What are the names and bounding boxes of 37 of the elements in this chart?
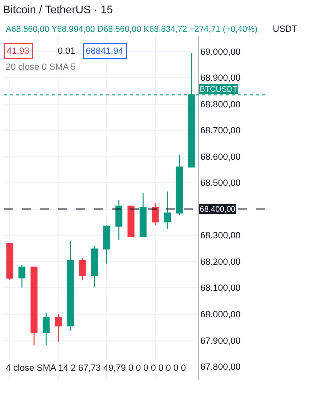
y-tick-label: 69.000,00 bbox=[200, 46, 241, 57]
candlestick bbox=[18, 264, 26, 288]
candlestick bbox=[67, 240, 74, 332]
annotation: 20 close 0 SMA 5 bbox=[6, 62, 76, 72]
candlestick bbox=[42, 312, 50, 346]
y-tick-label: 68.700,00 bbox=[200, 126, 241, 136]
candlestick bbox=[55, 313, 62, 343]
y-tick-label: 68.900,00 bbox=[200, 73, 241, 84]
y-tick-label: 68.100,00 bbox=[200, 283, 241, 294]
y-tick-label: 68.000,00 bbox=[200, 310, 241, 320]
candlestick bbox=[140, 192, 147, 238]
y-axis-title: USDT bbox=[273, 24, 298, 34]
candlestick bbox=[30, 266, 38, 346]
y-tick-label: 67.900,00 bbox=[200, 336, 241, 346]
candlestick bbox=[91, 246, 98, 288]
chart-subtitle: A68.560,00 Y68.994,00 D68.560,00 K68.834,72 +274,71 (+0,40%) bbox=[6, 24, 258, 34]
candlestick bbox=[6, 242, 14, 281]
annotation: 4 close SMA 14 2 67,73 49,79 0 0 0 0 0 0 0 0 bbox=[6, 363, 186, 373]
y-tick-label: 67.800,00 bbox=[200, 362, 241, 372]
annotation: 68841.94 bbox=[86, 46, 124, 56]
ref-line-label: BTCUSDT bbox=[200, 85, 238, 94]
y-tick-label: 68.300,00 bbox=[200, 230, 241, 241]
candlestick bbox=[128, 205, 135, 238]
y-tick-label: 68.800,00 bbox=[200, 99, 241, 110]
annotation: 0.01 bbox=[58, 46, 76, 56]
candlestick bbox=[164, 191, 172, 230]
annotation: 41.93 bbox=[7, 46, 30, 56]
candlestick bbox=[152, 202, 159, 226]
y-tick-label: 68.600,00 bbox=[200, 152, 241, 162]
candlestick bbox=[79, 258, 86, 281]
candlestick bbox=[104, 225, 110, 264]
candlestick bbox=[116, 200, 123, 241]
chart-title: Bitcoin / TetherUS · 15 bbox=[3, 4, 114, 17]
y-tick-label: 68.500,00 bbox=[200, 178, 241, 188]
candlestick bbox=[176, 154, 184, 216]
ref-line-label: 68.400,00 bbox=[200, 205, 236, 214]
y-tick-label: 68.200,00 bbox=[200, 256, 241, 267]
